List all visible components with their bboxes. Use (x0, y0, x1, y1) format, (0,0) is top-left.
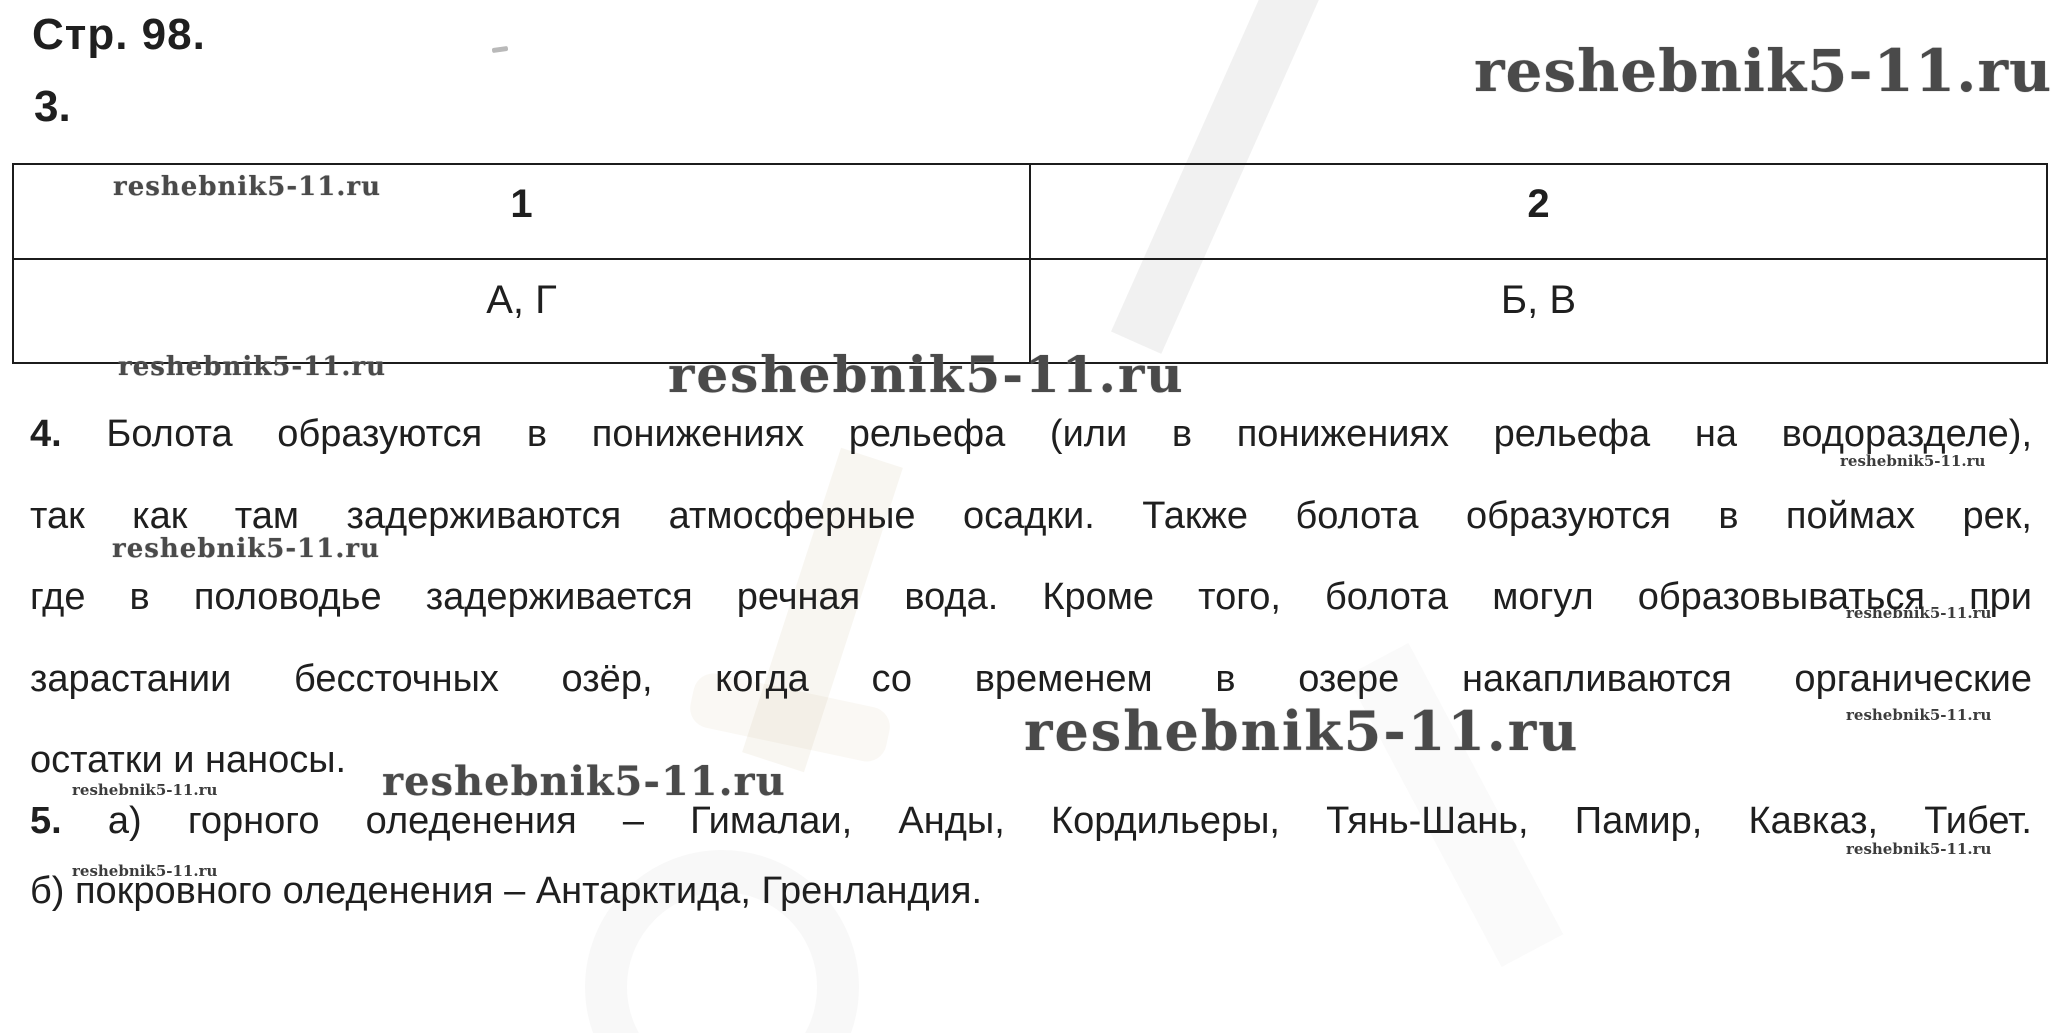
table-header-cell-1: reshebnik5-11.ru 1 (12, 163, 1031, 260)
scan-artifact-dash (491, 45, 509, 54)
task5-line-1-text: а) горного оледенения – Гималаи, Анды, К… (107, 800, 2032, 842)
page-number-label: Стр. 98. (32, 10, 206, 59)
site-watermark: reshebnik5-11.ru (1840, 452, 1986, 470)
site-watermark: reshebnik5-11.ru (113, 172, 382, 202)
site-watermark: reshebnik5-11.ru (1474, 37, 2053, 105)
table-header-row: reshebnik5-11.ru 1 2 (12, 163, 2048, 260)
task3-number-label: 3. (34, 82, 71, 131)
task4-line-1: 4. Болота образуются в понижениях рельеф… (30, 394, 2032, 476)
site-watermark: reshebnik5-11.ru (112, 534, 381, 564)
task4-number: 4. (30, 413, 62, 455)
site-watermark: reshebnik5-11.ru (1846, 840, 1992, 858)
task5-answer-paragraph: 5. а) горного оледенения – Гималаи, Анды… (30, 786, 2032, 926)
site-watermark: reshebnik5-11.ru (1846, 706, 1992, 724)
table-header-cell-2: 2 (1029, 163, 2048, 260)
column-2-header: 2 (1527, 182, 1550, 226)
site-watermark: reshebnik5-11.ru (668, 345, 1185, 404)
site-watermark: reshebnik5-11.ru (72, 862, 218, 880)
task4-line-2: так как там задерживаются атмосферные ос… (30, 494, 2032, 537)
table-answer-row: А, Г Б, В (12, 258, 2048, 364)
answer-cell-2: Б, В (1029, 258, 2048, 364)
site-watermark: reshebnik5-11.ru (382, 758, 786, 805)
site-watermark: reshebnik5-11.ru (1846, 604, 1992, 622)
site-watermark: reshebnik5-11.ru (118, 352, 387, 382)
answer-cell-1: А, Г (12, 258, 1031, 364)
task4-line-5: остатки и наносы. (30, 739, 347, 781)
task5-number: 5. (30, 800, 62, 842)
site-watermark: reshebnik5-11.ru (1024, 699, 1580, 763)
column-1-header: 1 (510, 182, 533, 226)
task3-answers-table: reshebnik5-11.ru 1 2 А, Г Б, В (12, 163, 2048, 364)
task5-line-1: 5. а) горного оледенения – Гималаи, Анды… (30, 786, 2032, 856)
task4-answer-paragraph: 4. Болота образуются в понижениях рельеф… (30, 394, 2032, 802)
task5-line-2: б) покровного оледенения – Антарктида, Г… (30, 870, 983, 912)
site-watermark: reshebnik5-11.ru (72, 781, 218, 799)
task4-line-1-text: Болота образуются в понижениях рельефа (… (106, 413, 2033, 455)
task4-line-3: где в половодье задерживается речная вод… (30, 576, 2032, 618)
task4-line-4: зарастании бессточных озёр, когда со вре… (30, 657, 2032, 700)
